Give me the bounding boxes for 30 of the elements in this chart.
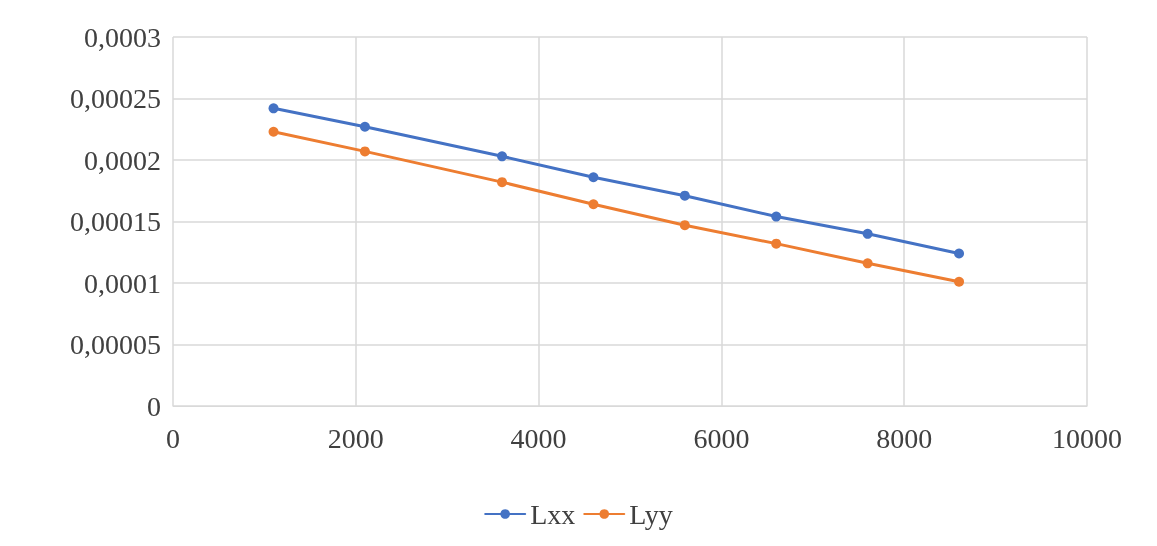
x-tick-label: 4000 (510, 422, 567, 454)
y-tick-label: 0,00005 (70, 329, 161, 360)
point (954, 248, 965, 259)
legend-label: Lyy (629, 498, 673, 530)
y-tick-label: 0,0003 (84, 21, 161, 53)
x-tick-label: 10000 (1052, 422, 1122, 454)
point (771, 211, 782, 222)
y-tick-label: 0 (147, 390, 161, 422)
point (359, 146, 370, 157)
legend-label: Lxx (530, 498, 576, 530)
point (954, 276, 965, 287)
y-tick-label: 0,0002 (84, 144, 161, 176)
point (771, 238, 782, 249)
point (862, 258, 873, 269)
y-tick-label: 0,0001 (84, 267, 161, 299)
point (497, 177, 508, 188)
y-tick-label: 0,00025 (70, 83, 161, 114)
point (588, 199, 599, 210)
point (862, 228, 873, 239)
x-tick-label: 2000 (327, 422, 384, 454)
y-tick-label: 0,00015 (70, 206, 161, 237)
point (268, 126, 279, 137)
point (497, 151, 508, 162)
x-tick-label: 6000 (693, 422, 750, 454)
point (679, 190, 690, 201)
point (359, 121, 370, 132)
point (588, 172, 599, 183)
x-tick-label: 8000 (876, 422, 933, 454)
point (268, 103, 279, 114)
point (679, 220, 690, 231)
